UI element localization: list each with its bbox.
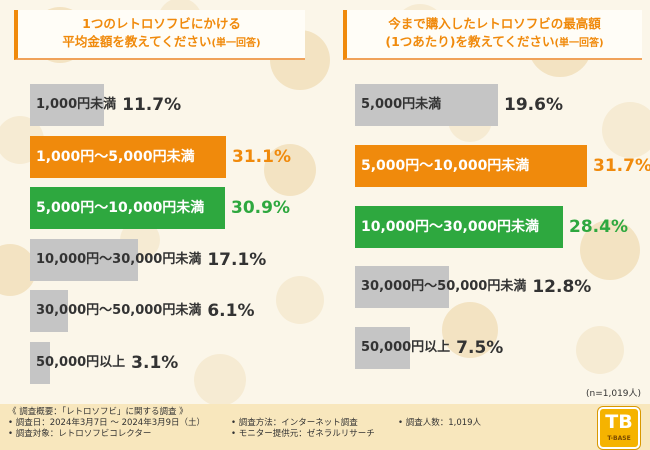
category-label: 30,000円～50,000円未満 <box>36 303 202 319</box>
value-label: 7.5% <box>456 338 504 359</box>
chart-title-box: 1つのレトロソフビにかける 平均金額を教えてください(単一回答) <box>14 10 305 60</box>
value-label: 3.1% <box>131 353 179 373</box>
bar-row: 1,000円未満 11.7% <box>30 84 300 126</box>
survey-footer: 《 調査概要：「レトロソフビ」に関する調査 》 • 調査日：2024年3月7日 … <box>0 404 650 450</box>
category-label: 30,000円～50,000円未満 <box>361 279 527 295</box>
value-label: 31.1% <box>232 146 291 167</box>
bar-row: 30,000円～50,000円未満 12.8% <box>355 266 650 309</box>
chart-panel-right: 今まで購入したレトロソフビの最高額 (1つあたり)を教えてください(単一回答) … <box>325 0 650 400</box>
bar-row: 5,000円～10,000円未満 31.7% <box>355 144 650 187</box>
sample-size-note: (n=1,019人) <box>586 389 642 399</box>
category-label: 10,000円～30,000円未満 <box>36 251 202 267</box>
value-label: 12.8% <box>532 277 592 298</box>
footer-count: • 調査人数：1,019人 <box>398 418 482 428</box>
footer-target: • 調査対象：レトロソフビコレクター <box>8 429 152 439</box>
value-label: 6.1% <box>207 301 255 322</box>
footer-method: • 調査方法：インターネット調査 <box>231 418 358 428</box>
bar <box>30 135 226 178</box>
chart-title-line-2-text: (1つあたり)を教えてください <box>385 34 555 49</box>
bar-row: 1,000円～5,000円未満 31.1% <box>30 135 300 178</box>
bar <box>30 187 225 230</box>
category-label: 50,000円以上 <box>361 340 451 356</box>
chart-title-note: (単一回答) <box>554 38 604 49</box>
bar-row: 5,000円未満 19.6% <box>355 84 650 126</box>
background-dot-circle <box>576 326 624 374</box>
category-label: 1,000円～5,000円未満 <box>36 148 195 165</box>
chart-title-line-2: 平均金額を教えてください(単一回答) <box>62 33 260 53</box>
chart-title-note: (単一回答) <box>211 38 261 49</box>
category-label: 10,000円～30,000円未満 <box>361 218 540 235</box>
bar <box>355 266 449 309</box>
value-label: 30.9% <box>231 198 290 219</box>
background-dot-circle <box>264 144 316 196</box>
bar <box>355 84 498 126</box>
category-label: 1,000円未満 <box>36 97 117 112</box>
chart-panel-left: 1つのレトロソフビにかける 平均金額を教えてください(単一回答) 1,000円未… <box>0 0 325 400</box>
chart-title-box: 今まで購入したレトロソフビの最高額 (1つあたり)を教えてください(単一回答) <box>343 10 642 60</box>
footer-period: • 調査日：2024年3月7日 ～ 2024年3月9日（土） <box>8 418 206 428</box>
bar-row: 50,000円以上 7.5% <box>355 327 650 370</box>
bar-row: 10,000円～30,000円未満 17.1% <box>30 238 300 281</box>
logo-text: T-BASE <box>607 435 631 442</box>
background-dot-circle <box>602 102 650 158</box>
bar-row: 5,000円～10,000円未満 30.9% <box>30 187 300 230</box>
value-label: 28.4% <box>569 216 628 237</box>
chart-title-line-1: 今まで購入したレトロソフビの最高額 <box>388 16 601 31</box>
category-label: 5,000円～10,000円未満 <box>36 200 205 217</box>
background-dot-circle <box>580 220 640 280</box>
bar <box>355 327 410 370</box>
bar <box>30 290 68 333</box>
background-dot-circle <box>442 302 498 358</box>
t-base-logo: TB T-BASE <box>598 407 640 449</box>
bar-row: 10,000円～30,000円未満 28.4% <box>355 205 650 248</box>
bar <box>30 238 138 281</box>
chart-title-line-2: (1つあたり)を教えてください(単一回答) <box>385 33 603 53</box>
background-dot-circle <box>276 276 324 324</box>
background-dot-circle <box>194 354 246 406</box>
bar <box>30 342 50 384</box>
value-label: 31.7% <box>593 155 650 176</box>
chart-title-line-2-text: 平均金額を教えてください <box>62 34 212 49</box>
value-label: 11.7% <box>122 95 182 115</box>
category-label: 5,000円～10,000円未満 <box>361 157 530 174</box>
background-dot-circle <box>0 244 36 296</box>
bar <box>355 205 563 248</box>
category-label: 50,000円以上 <box>36 355 126 370</box>
category-label: 5,000円未満 <box>361 97 442 112</box>
bar-row: 50,000円以上 3.1% <box>30 342 300 384</box>
value-label: 19.6% <box>504 95 563 115</box>
footer-heading: 《 調査概要：「レトロソフビ」に関する調査 》 <box>8 407 188 417</box>
logo-mark: TB <box>605 411 633 433</box>
value-label: 17.1% <box>207 249 267 270</box>
footer-provider: • モニター提供元：ゼネラルリサーチ <box>231 429 375 439</box>
bar <box>30 84 104 126</box>
chart-title-line-1: 1つのレトロソフビにかける <box>82 16 241 31</box>
bar-row: 30,000円～50,000円未満 6.1% <box>30 290 300 333</box>
bar <box>355 144 587 187</box>
